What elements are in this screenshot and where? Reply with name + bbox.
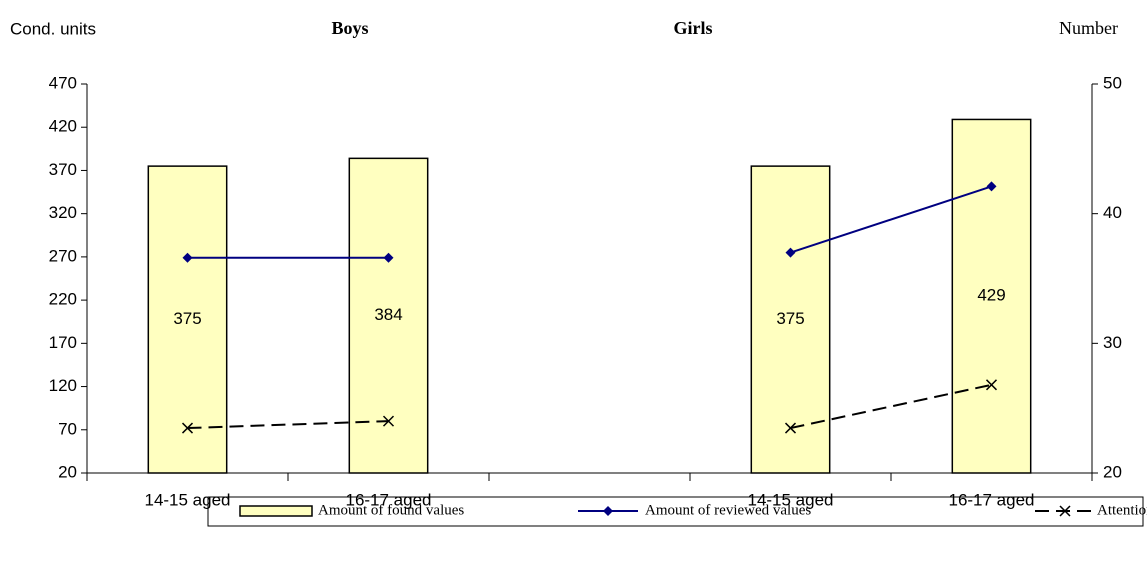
line-marker <box>985 379 998 391</box>
y2-tick-label: 20 <box>1103 462 1122 481</box>
y2-axis-label: Number <box>1059 18 1118 38</box>
line-marker <box>784 422 797 434</box>
x-tick-label: 14-15 aged <box>144 490 230 509</box>
legend-label: Amount of found values <box>318 502 464 518</box>
y-tick-label: 220 <box>49 290 77 309</box>
legend-swatch <box>239 505 313 517</box>
group-label: Girls <box>674 18 713 38</box>
bar-value-label: 375 <box>776 309 804 328</box>
group-label: Boys <box>331 18 368 38</box>
y2-tick-label: 50 <box>1103 73 1122 92</box>
line <box>187 383 992 430</box>
x-tick-label: 14-15 aged <box>747 490 833 509</box>
legend-box <box>207 496 1144 527</box>
y2-tick-label: 30 <box>1103 333 1122 352</box>
y-tick-label: 20 <box>58 462 77 481</box>
bar-value-label: 384 <box>374 305 402 324</box>
bar-value-label: 429 <box>977 286 1005 305</box>
x-tick-label: 16-17 aged <box>345 490 431 509</box>
y-tick-label: 420 <box>49 117 77 136</box>
legend-label: Amount of reviewed values <box>645 502 811 518</box>
bar <box>951 118 1032 474</box>
y-tick-label: 170 <box>49 333 77 352</box>
y-tick-label: 470 <box>49 73 77 92</box>
y-tick-label: 320 <box>49 203 77 222</box>
line-marker <box>986 181 997 192</box>
legend-label: Attention index <box>1097 502 1147 518</box>
line-marker <box>785 247 796 258</box>
bar-value-label: 375 <box>173 309 201 328</box>
y-tick-label: 370 <box>49 160 77 179</box>
line-marker <box>182 252 193 263</box>
line <box>187 185 992 259</box>
legend-marker <box>603 506 613 516</box>
y-axis-label: Cond. units <box>10 19 96 38</box>
line-marker <box>382 415 395 427</box>
y-tick-label: 70 <box>58 419 77 438</box>
y-tick-label: 120 <box>49 376 77 395</box>
legend-marker <box>1059 505 1071 517</box>
line-marker <box>181 422 194 434</box>
y2-tick-label: 40 <box>1103 203 1122 222</box>
bar <box>147 165 228 474</box>
y-tick-label: 270 <box>49 246 77 265</box>
line-marker <box>383 252 394 263</box>
x-tick-label: 16-17 aged <box>948 490 1034 509</box>
